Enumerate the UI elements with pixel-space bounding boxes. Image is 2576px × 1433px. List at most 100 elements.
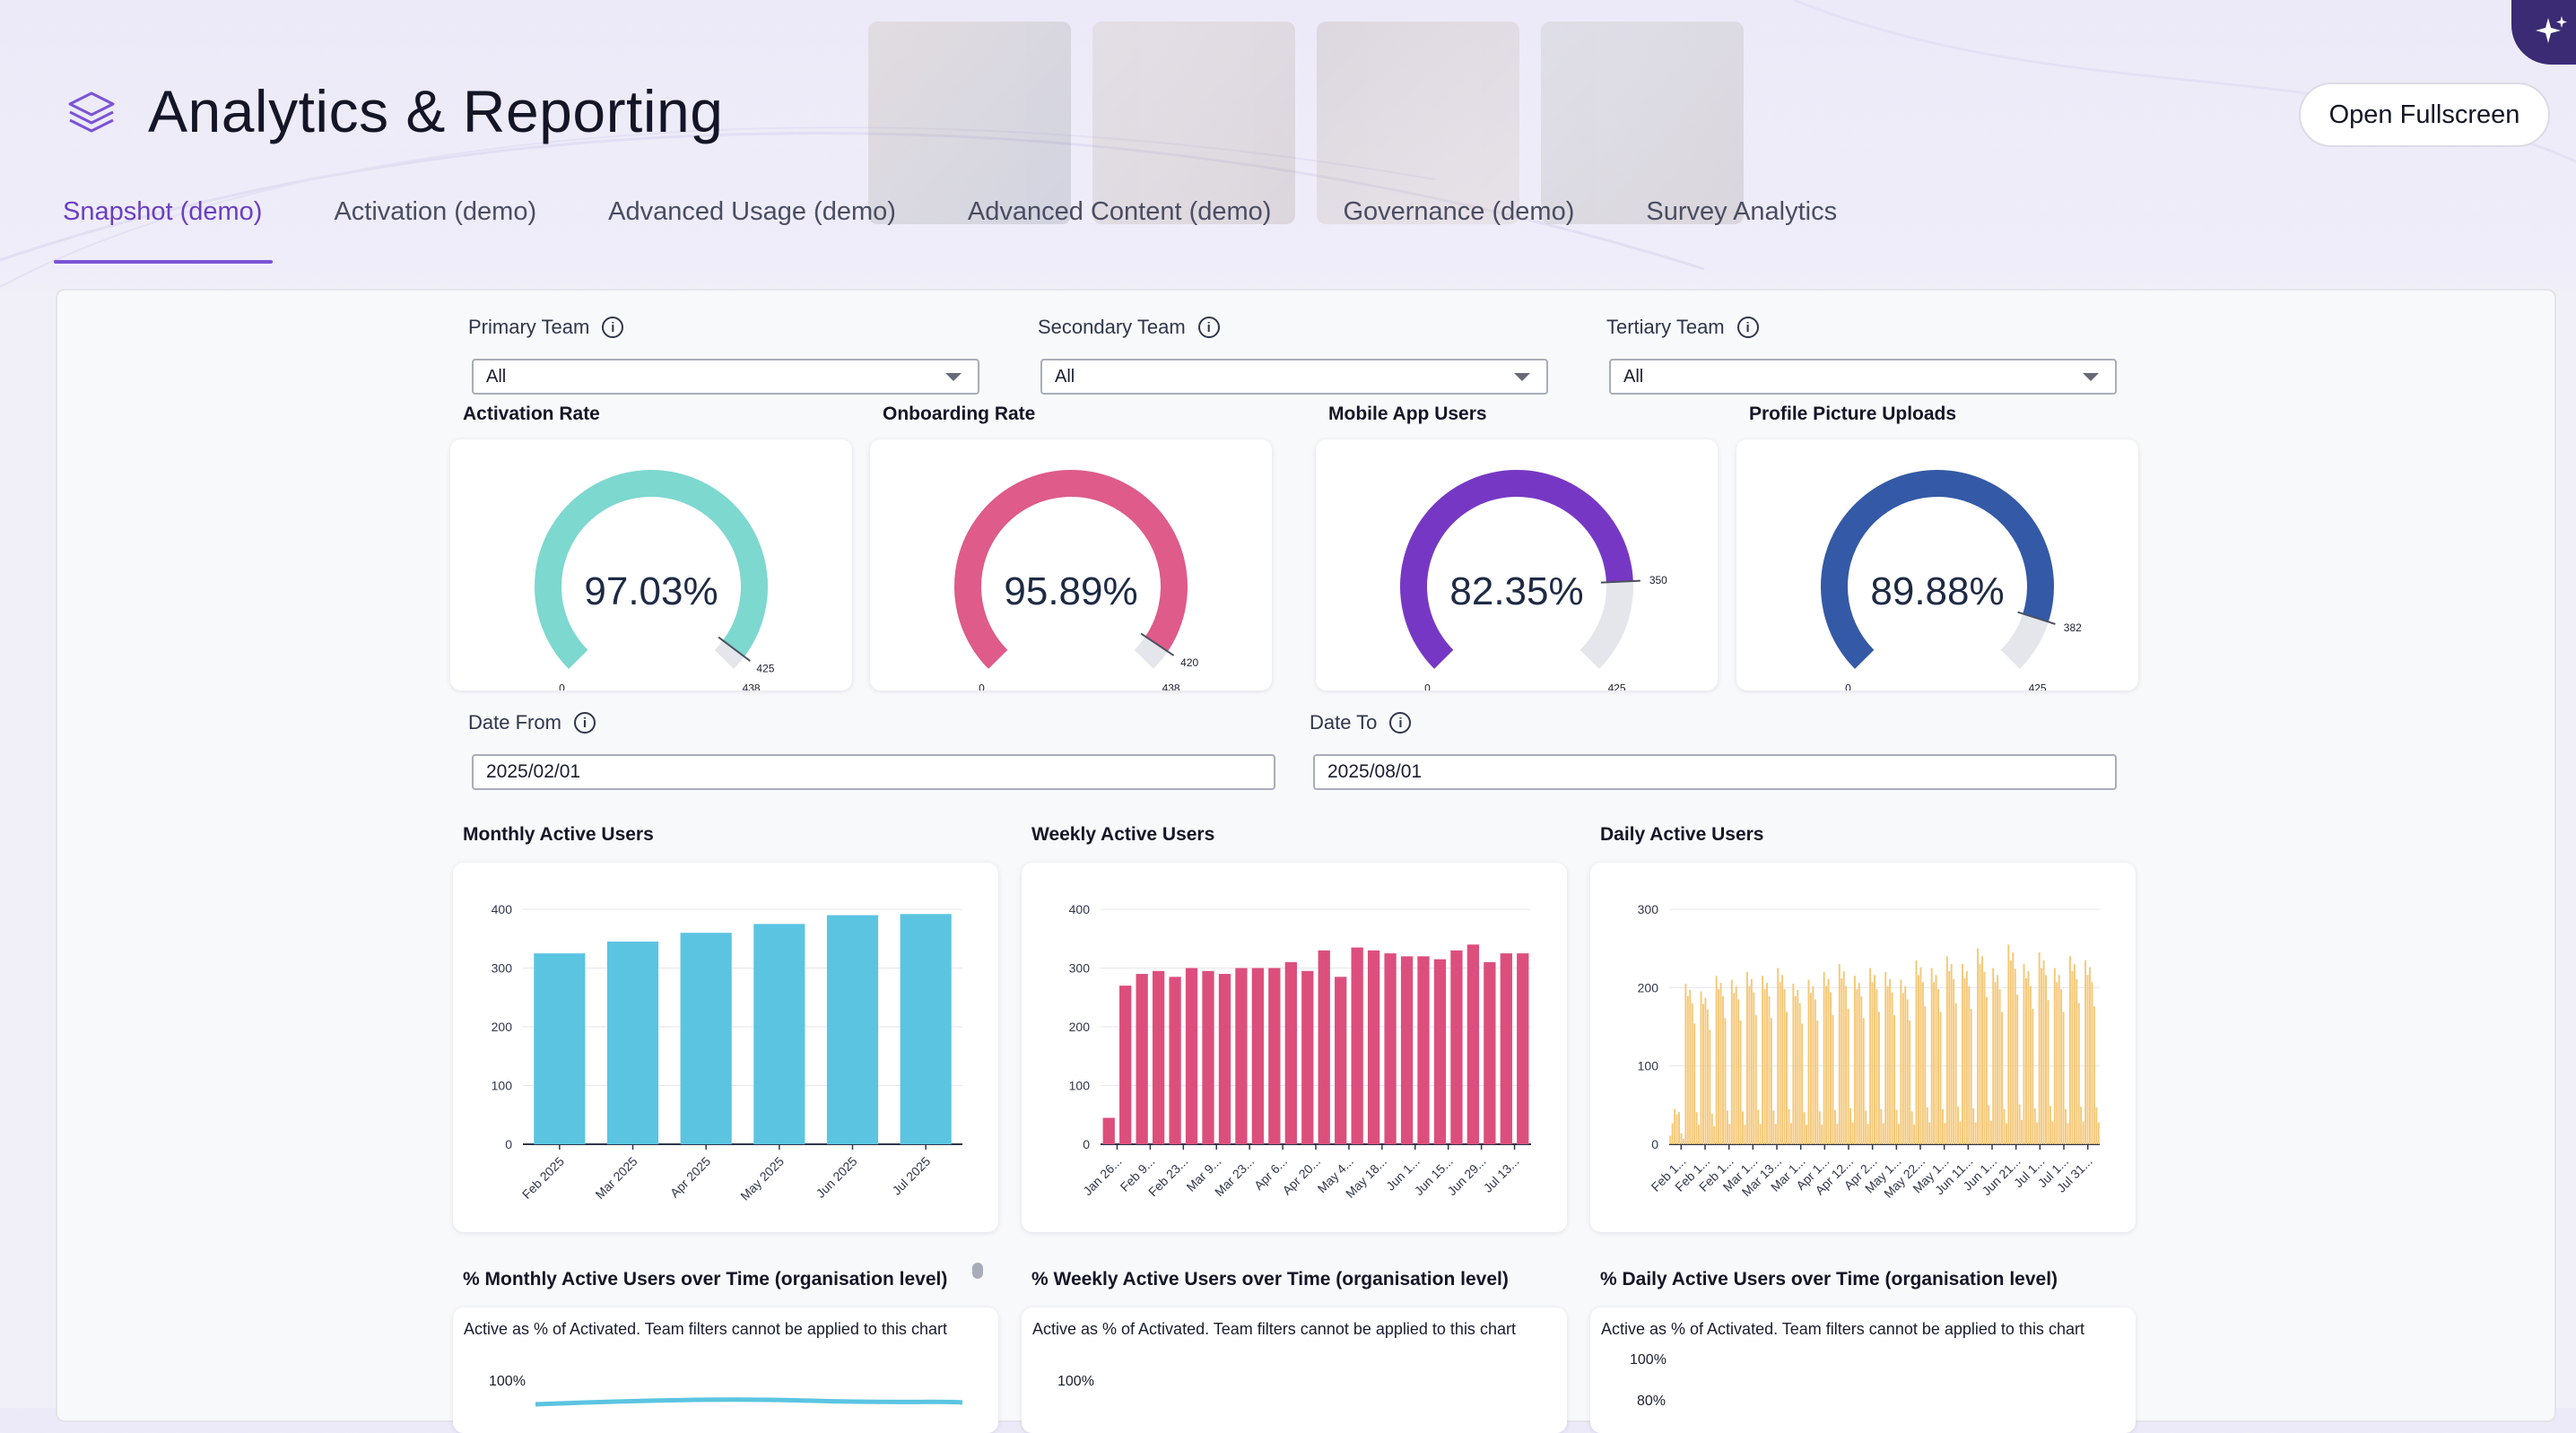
bar bbox=[1700, 991, 1702, 1144]
bar bbox=[1974, 1122, 1977, 1144]
bar bbox=[1367, 950, 1380, 1144]
tab-governance[interactable]: Governance (demo) bbox=[1343, 197, 1575, 226]
bar bbox=[2053, 968, 2056, 1144]
bar bbox=[2021, 1119, 2023, 1144]
assistant-button[interactable] bbox=[2511, 0, 2576, 65]
bar bbox=[1119, 986, 1132, 1144]
gauge-title: Profile Picture Uploads bbox=[1749, 404, 1957, 424]
gauge-marker bbox=[1140, 632, 1175, 656]
chevron-down-icon bbox=[1514, 373, 1530, 381]
gauge-title: Activation Rate bbox=[463, 404, 600, 424]
bar bbox=[1235, 968, 1248, 1144]
gauge-min-label: 0 bbox=[559, 682, 565, 690]
tab-snapshot[interactable]: Snapshot (demo) bbox=[54, 190, 274, 264]
x-tick-label: Mar 2025 bbox=[592, 1154, 640, 1202]
chevron-down-icon bbox=[945, 373, 962, 381]
bar bbox=[1772, 1110, 1775, 1144]
bar bbox=[1770, 1018, 1772, 1144]
chart-subtitle: Active as % of Activated. Team filters c… bbox=[464, 1320, 947, 1338]
y-tick-label: 80% bbox=[1637, 1394, 1667, 1409]
gauge-value: 97.03% bbox=[584, 569, 718, 613]
header-photo bbox=[1317, 22, 1519, 224]
bar bbox=[1928, 1122, 1931, 1144]
bar bbox=[1682, 1138, 1684, 1144]
bar bbox=[1825, 986, 1828, 1144]
bar bbox=[1709, 1029, 1711, 1144]
bar bbox=[2062, 1012, 2065, 1144]
date-from-label: Date From i bbox=[468, 711, 596, 734]
gauge-min-label: 0 bbox=[1845, 682, 1851, 690]
info-icon[interactable]: i bbox=[602, 317, 624, 338]
tertiary-team-value: All bbox=[1623, 366, 1644, 386]
bar bbox=[1836, 1124, 1839, 1144]
bar bbox=[1724, 1018, 1727, 1144]
layers-icon bbox=[68, 91, 115, 133]
bar bbox=[1994, 982, 1997, 1144]
bar bbox=[1961, 964, 1963, 1144]
bar bbox=[2051, 1121, 2054, 1144]
gauge-chart: 89.88% 0 425 382 bbox=[1821, 470, 2082, 690]
bar bbox=[1830, 992, 1832, 1144]
bar bbox=[1915, 960, 1918, 1144]
bar bbox=[1945, 956, 1948, 1144]
tab-advanced-usage[interactable]: Advanced Usage (demo) bbox=[608, 197, 896, 226]
bar bbox=[1970, 1008, 1972, 1144]
bar bbox=[606, 942, 659, 1144]
date-from-input[interactable]: 2025/02/01 bbox=[472, 754, 1275, 790]
y-tick-label: 100 bbox=[1638, 1059, 1659, 1073]
bar bbox=[1733, 993, 1736, 1144]
y-tick-label: 400 bbox=[492, 902, 513, 916]
gauge-title: Onboarding Rate bbox=[883, 404, 1036, 424]
bar bbox=[1992, 968, 1995, 1144]
bar bbox=[1742, 1111, 1745, 1144]
info-icon[interactable]: i bbox=[573, 712, 596, 734]
bar bbox=[1989, 1120, 1992, 1144]
y-tick-label: 300 bbox=[1069, 961, 1091, 976]
bar bbox=[1893, 1014, 1895, 1144]
info-icon[interactable]: i bbox=[1197, 317, 1220, 338]
bar bbox=[1998, 989, 2001, 1144]
bar bbox=[1849, 1107, 1852, 1144]
bar bbox=[1735, 986, 1737, 1144]
chart-subtitle: Active as % of Activated. Team filters c… bbox=[1601, 1320, 2084, 1338]
primary-team-select[interactable]: All bbox=[472, 359, 979, 395]
bar bbox=[1797, 989, 1799, 1144]
bar bbox=[2032, 1008, 2034, 1144]
bar bbox=[1766, 983, 1768, 1144]
date-to-input[interactable]: 2025/08/01 bbox=[1313, 754, 2117, 790]
bar bbox=[2012, 952, 2015, 1144]
bar bbox=[1762, 976, 1764, 1144]
bar bbox=[534, 953, 586, 1144]
weekly-active-users-card: 0 100 200 300 400 Jan 26... Feb 9... Feb 23... M… bbox=[1022, 863, 1567, 1232]
open-fullscreen-button[interactable]: Open Fullscreen bbox=[2299, 83, 2550, 147]
info-icon[interactable]: i bbox=[1389, 712, 1412, 734]
bar bbox=[1933, 982, 1936, 1144]
bar bbox=[680, 933, 732, 1144]
bar bbox=[1913, 1125, 1916, 1144]
tertiary-team-select[interactable]: All bbox=[1609, 359, 2117, 395]
bar bbox=[2023, 964, 2025, 1144]
bar bbox=[1400, 956, 1414, 1144]
secondary-team-select[interactable]: All bbox=[1040, 359, 1548, 395]
bar bbox=[1875, 989, 1878, 1144]
pct-daily-card: Active as % of Activated. Team filters c… bbox=[1590, 1307, 2136, 1433]
bar bbox=[2080, 1107, 2083, 1144]
bar bbox=[2060, 989, 2063, 1144]
scroll-indicator[interactable] bbox=[972, 1263, 983, 1279]
bar bbox=[2029, 986, 2032, 1144]
gauge-chart: 97.03% 0 438 425 bbox=[535, 470, 775, 690]
gauge-current-label: 382 bbox=[2064, 621, 2082, 634]
y-tick-label: 300 bbox=[492, 961, 513, 976]
tab-advanced-content[interactable]: Advanced Content (demo) bbox=[967, 197, 1272, 226]
bar bbox=[2058, 975, 2060, 1144]
bar bbox=[1941, 1108, 1944, 1144]
bar bbox=[2038, 952, 2041, 1144]
bar bbox=[1384, 953, 1397, 1144]
gauge-fill bbox=[535, 470, 768, 669]
info-icon[interactable]: i bbox=[1736, 317, 1759, 338]
tab-activation[interactable]: Activation (demo) bbox=[334, 197, 537, 226]
bar bbox=[1335, 977, 1347, 1144]
tab-survey-analytics[interactable]: Survey Analytics bbox=[1646, 197, 1838, 226]
bar bbox=[1185, 968, 1198, 1144]
bar bbox=[1858, 983, 1860, 1144]
